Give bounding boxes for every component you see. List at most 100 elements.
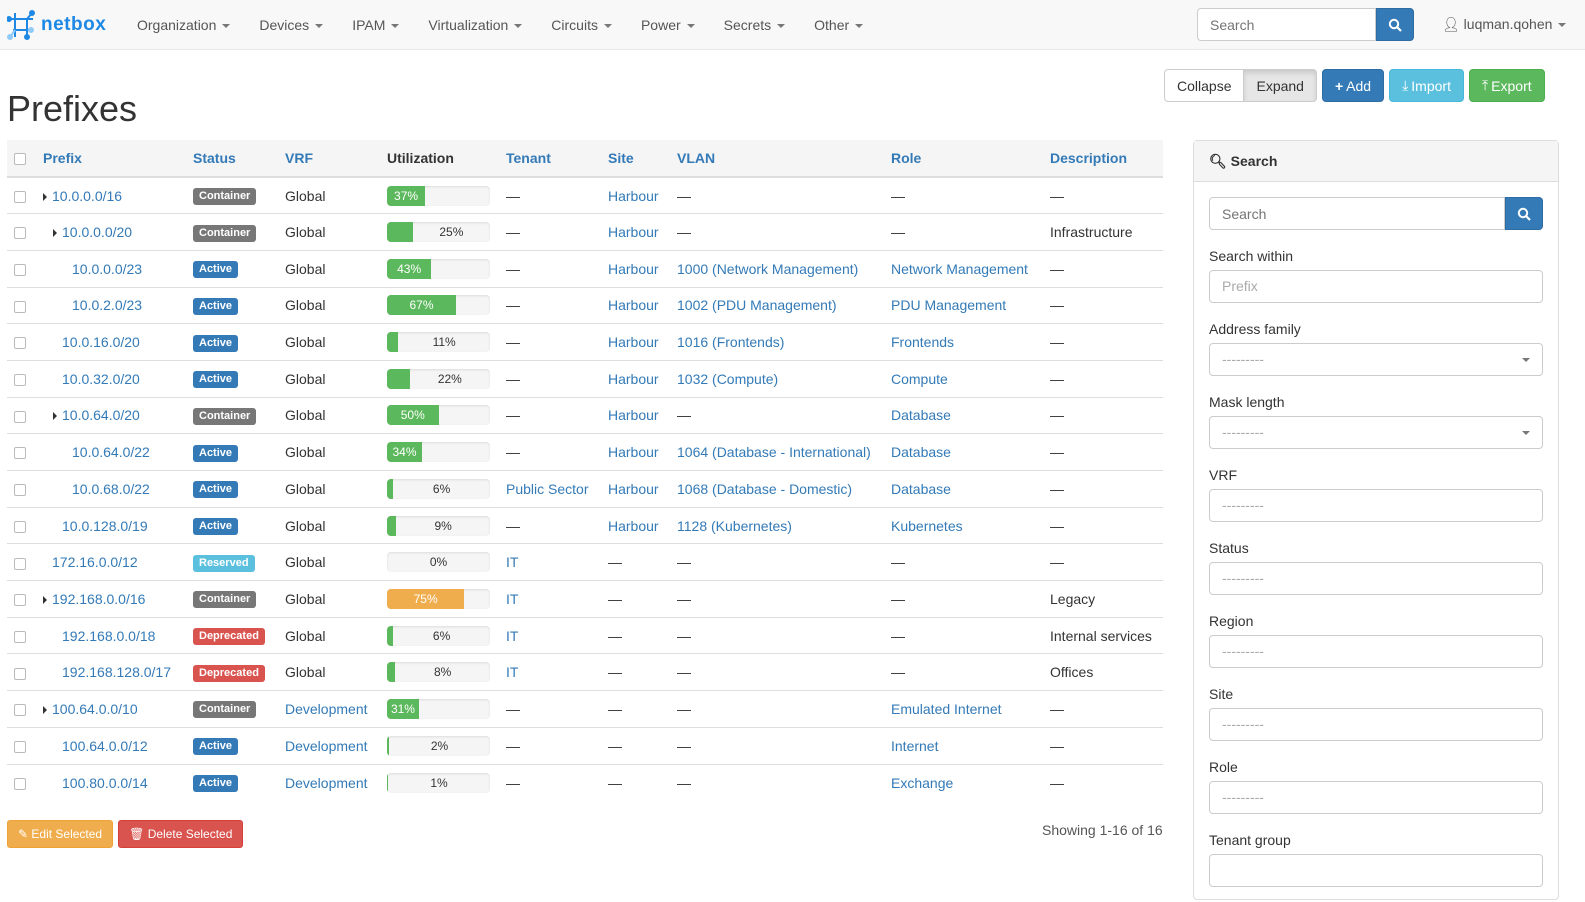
filter-vrf-input[interactable]: --------- <box>1209 489 1543 522</box>
filter-tenant-group-input[interactable] <box>1209 854 1543 887</box>
navbar-search-input[interactable] <box>1197 8 1376 41</box>
prefix-link[interactable]: 10.0.0.0/16 <box>52 187 123 204</box>
row-checkbox[interactable] <box>14 667 26 680</box>
tenant-link[interactable]: IT <box>506 590 519 607</box>
menu-other[interactable]: Other <box>814 17 864 33</box>
column-header-role[interactable]: Role <box>891 150 922 166</box>
column-header-tenant[interactable]: Tenant <box>506 150 551 166</box>
edit-selected-button[interactable]: ✎ Edit Selected <box>7 820 114 848</box>
row-checkbox[interactable] <box>14 704 26 717</box>
row-checkbox[interactable] <box>14 374 26 387</box>
add-button[interactable]: + Add <box>1321 69 1385 102</box>
row-checkbox[interactable] <box>14 630 26 643</box>
prefix-link[interactable]: 100.80.0.0/14 <box>62 774 148 791</box>
row-checkbox[interactable] <box>14 337 26 350</box>
row-checkbox[interactable] <box>14 777 26 790</box>
import-button[interactable]: ⤓ Import <box>1389 69 1464 102</box>
prefix-link[interactable]: 192.168.0.0/16 <box>52 590 146 607</box>
role-link[interactable]: Emulated Internet <box>891 700 1002 717</box>
prefix-link[interactable]: 10.0.0.0/20 <box>62 224 133 241</box>
prefix-link[interactable]: 10.0.68.0/22 <box>72 480 150 497</box>
role-link[interactable]: PDU Management <box>891 297 1007 314</box>
column-header-status[interactable]: Status <box>193 150 236 166</box>
netbox-logo[interactable]: netbox <box>7 10 106 40</box>
vlan-link[interactable]: 1064 (Database - International) <box>677 444 871 461</box>
menu-power[interactable]: Power <box>641 17 695 33</box>
menu-organization[interactable]: Organization <box>137 17 231 33</box>
site-link[interactable]: Harbour <box>608 370 659 387</box>
site-link[interactable]: Harbour <box>608 444 659 461</box>
expand-caret-icon[interactable] <box>43 595 47 604</box>
role-link[interactable]: Network Management <box>891 260 1028 277</box>
navbar-search-button[interactable] <box>1376 8 1414 41</box>
prefix-link[interactable]: 100.64.0.0/10 <box>52 700 138 717</box>
prefix-link[interactable]: 10.0.16.0/20 <box>62 334 140 351</box>
site-link[interactable]: Harbour <box>608 297 659 314</box>
role-link[interactable]: Exchange <box>891 774 954 791</box>
row-checkbox[interactable] <box>14 300 26 313</box>
filter-mask-length-select[interactable]: --------- <box>1209 416 1543 449</box>
menu-secrets[interactable]: Secrets <box>724 17 786 33</box>
role-link[interactable]: Database <box>891 407 951 424</box>
collapse-button[interactable]: Collapse <box>1164 69 1245 102</box>
sidebar-search-input[interactable] <box>1209 197 1506 230</box>
role-link[interactable]: Kubernetes <box>891 517 963 534</box>
column-header-vrf[interactable]: VRF <box>285 150 313 166</box>
site-link[interactable]: Harbour <box>608 517 659 534</box>
column-header-description[interactable]: Description <box>1050 150 1128 166</box>
tenant-link[interactable]: IT <box>506 664 519 681</box>
row-checkbox[interactable] <box>14 410 26 423</box>
filter-site-input[interactable]: --------- <box>1209 708 1543 741</box>
prefix-link[interactable]: 10.0.64.0/20 <box>62 407 140 424</box>
prefix-link[interactable]: 10.0.2.0/23 <box>72 297 143 314</box>
vlan-link[interactable]: 1032 (Compute) <box>677 370 779 387</box>
column-header-prefix[interactable]: Prefix <box>43 150 82 166</box>
expand-caret-icon[interactable] <box>43 705 47 714</box>
column-header-site[interactable]: Site <box>608 150 634 166</box>
prefix-link[interactable]: 10.0.128.0/19 <box>62 517 148 534</box>
vlan-link[interactable]: 1016 (Frontends) <box>677 334 785 351</box>
row-checkbox[interactable] <box>14 264 26 277</box>
filter-address-family-select[interactable]: --------- <box>1209 343 1543 376</box>
prefix-link[interactable]: 10.0.64.0/22 <box>72 444 150 461</box>
site-link[interactable]: Harbour <box>608 480 659 497</box>
tenant-link[interactable]: Public Sector <box>506 480 589 497</box>
expand-caret-icon[interactable] <box>53 229 57 238</box>
vrf-link[interactable]: Development <box>285 737 368 754</box>
prefix-link[interactable]: 10.0.32.0/20 <box>62 370 140 387</box>
prefix-link[interactable]: 192.168.0.0/18 <box>62 627 156 644</box>
filter-region-input[interactable]: --------- <box>1209 635 1543 668</box>
vrf-link[interactable]: Development <box>285 700 368 717</box>
menu-ipam[interactable]: IPAM <box>352 17 400 33</box>
export-button[interactable]: ⤒ Export <box>1468 69 1545 102</box>
expand-button[interactable]: Expand <box>1243 69 1317 102</box>
row-checkbox[interactable] <box>14 520 26 533</box>
expand-caret-icon[interactable] <box>43 192 47 201</box>
user-menu[interactable]: 👤︎ luqman.qohen <box>1442 16 1567 33</box>
prefix-link[interactable]: 192.168.128.0/17 <box>62 664 171 681</box>
site-link[interactable]: Harbour <box>608 334 659 351</box>
vlan-link[interactable]: 1000 (Network Management) <box>677 260 859 277</box>
prefix-link[interactable]: 10.0.0.0/23 <box>72 260 143 277</box>
vlan-link[interactable]: 1068 (Database - Domestic) <box>677 480 853 497</box>
expand-caret-icon[interactable] <box>53 412 57 421</box>
vlan-link[interactable]: 1128 (Kubernetes) <box>677 517 792 534</box>
column-header-vlan[interactable]: VLAN <box>677 150 716 166</box>
vrf-link[interactable]: Development <box>285 774 368 791</box>
row-checkbox[interactable] <box>14 740 26 753</box>
filter-role-input[interactable]: --------- <box>1209 781 1543 814</box>
sidebar-search-button[interactable] <box>1505 197 1543 230</box>
vlan-link[interactable]: 1002 (PDU Management) <box>677 297 837 314</box>
row-checkbox[interactable] <box>14 484 26 497</box>
row-checkbox[interactable] <box>14 227 26 240</box>
tenant-link[interactable]: IT <box>506 627 519 644</box>
select-all-checkbox[interactable] <box>14 153 26 166</box>
row-checkbox[interactable] <box>14 594 26 607</box>
menu-devices[interactable]: Devices <box>259 17 324 33</box>
role-link[interactable]: Frontends <box>891 334 955 351</box>
role-link[interactable]: Internet <box>891 737 939 754</box>
tenant-link[interactable]: IT <box>506 554 519 571</box>
site-link[interactable]: Harbour <box>608 224 659 241</box>
prefix-link[interactable]: 172.16.0.0/12 <box>52 554 138 571</box>
filter-status-input[interactable]: --------- <box>1209 562 1543 595</box>
